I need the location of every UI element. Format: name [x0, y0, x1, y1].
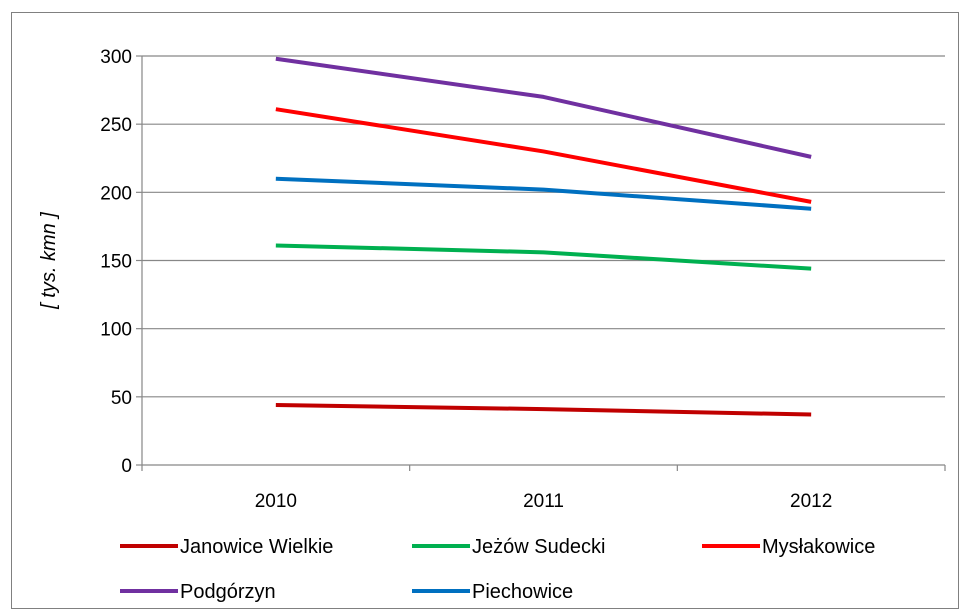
y-tick-label: 200	[100, 183, 132, 204]
y-tick-label: 150	[100, 252, 132, 273]
series-line	[275, 243, 812, 271]
y-tick-label: 0	[121, 456, 132, 477]
legend-label: Mysłakowice	[762, 536, 875, 558]
x-tick-label: 2012	[790, 491, 832, 512]
legend-label: Podgórzyn	[180, 581, 276, 603]
series-line	[275, 107, 812, 204]
y-tick-label: 50	[111, 388, 132, 409]
x-tick-label: 2011	[523, 491, 564, 512]
y-tick-label: 250	[100, 115, 132, 136]
legend-label: Janowice Wielkie	[180, 536, 333, 558]
y-tick-label: 100	[100, 320, 132, 341]
series-line	[275, 56, 812, 159]
legend-label: Piechowice	[472, 581, 573, 603]
series-line	[275, 176, 812, 211]
legend-label: Jeżów Sudecki	[472, 536, 605, 558]
y-tick-label: 300	[100, 47, 132, 68]
x-tick-label: 2010	[255, 491, 297, 512]
series-line	[275, 403, 812, 417]
chart-frame	[11, 12, 959, 609]
y-axis-title: [ tys. kmn ]	[38, 212, 60, 310]
